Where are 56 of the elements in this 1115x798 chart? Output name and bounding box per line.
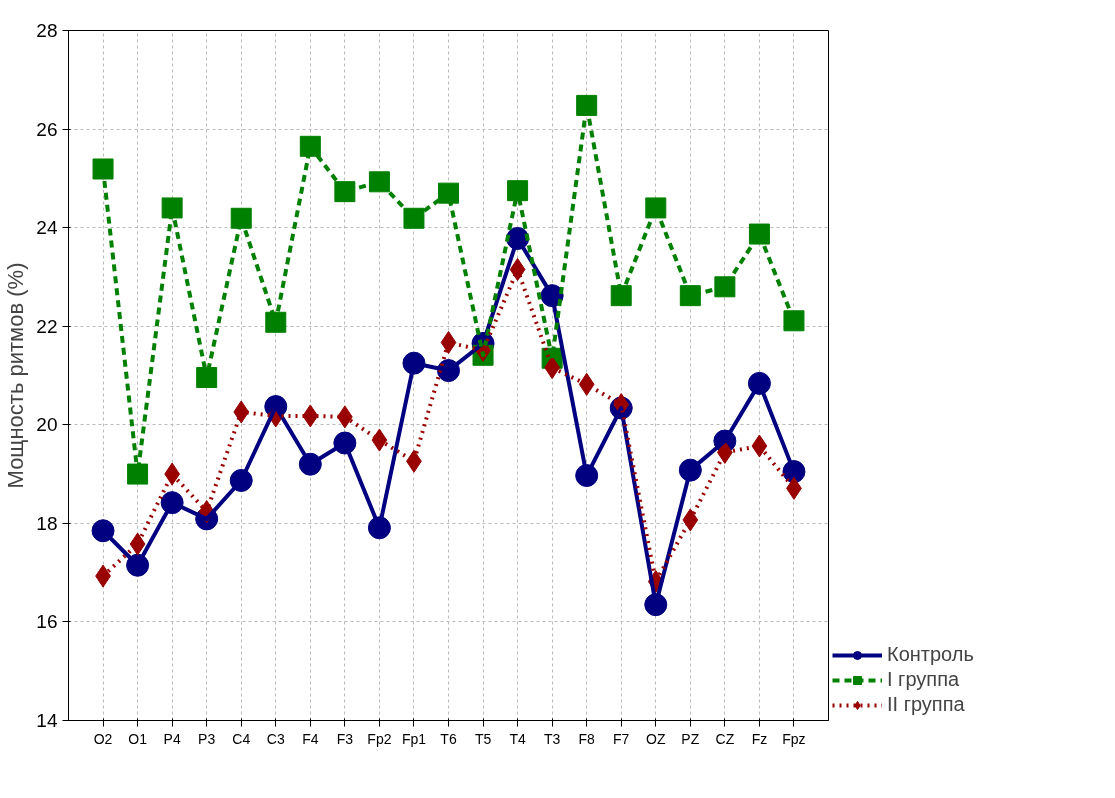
y-tick-label: 18	[36, 512, 58, 534]
point	[129, 532, 146, 556]
x-tick-label: T5	[474, 730, 492, 747]
x-tick-label: Fp1	[401, 730, 427, 747]
legend-label: I группа	[887, 668, 960, 691]
x-tick-label: F3	[336, 730, 354, 747]
point	[440, 330, 457, 354]
x-tick-label: Fz	[751, 730, 768, 747]
point	[302, 404, 319, 428]
point	[233, 400, 250, 424]
point	[161, 197, 183, 219]
y-tick-label: 20	[36, 414, 58, 436]
y-tick-label: 22	[36, 315, 58, 337]
x-tick-label: P3	[198, 730, 216, 747]
point	[751, 434, 768, 458]
point	[334, 181, 356, 203]
x-tick-label: CZ	[715, 730, 735, 747]
point	[748, 223, 770, 245]
point	[576, 94, 598, 116]
point	[196, 366, 218, 388]
x-tick-label: Fpz	[782, 730, 806, 747]
point	[783, 310, 805, 332]
point	[92, 158, 114, 180]
x-tick-label: O2	[93, 730, 113, 747]
y-tick-label: 28	[36, 20, 58, 41]
point	[403, 207, 425, 229]
y-tick-label: 24	[36, 217, 58, 239]
y-tick-label: 26	[36, 118, 58, 140]
point	[714, 276, 736, 298]
point	[438, 182, 459, 204]
x-tick-label: T4	[509, 730, 526, 747]
y-axis-title: Мощность ритмов (%)	[3, 262, 29, 489]
point	[127, 463, 149, 485]
x-tick-label: C4	[232, 730, 251, 747]
y-tick-label: 14	[36, 710, 58, 731]
point	[645, 197, 667, 219]
point	[682, 508, 699, 532]
x-tick-label: C3	[266, 730, 285, 747]
x-tick-label: F4	[302, 730, 319, 747]
x-tick-label: P4	[163, 730, 181, 747]
x-tick-label: T6	[440, 730, 457, 747]
x-tick-label: O1	[128, 730, 148, 747]
x-tick-label: F7	[613, 730, 630, 747]
point	[371, 428, 388, 452]
point	[91, 519, 115, 543]
y-tick-label: 16	[36, 611, 58, 633]
x-tick-label: OZ	[646, 730, 666, 747]
legend-label: II группа	[887, 693, 965, 716]
x-tick-label: PZ	[681, 730, 700, 747]
legend-label: Контроль	[887, 643, 974, 666]
x-tick-label: F8	[578, 730, 596, 747]
x-tick-label: Fp2	[367, 730, 392, 747]
point	[509, 258, 526, 282]
point	[507, 180, 529, 202]
point	[578, 372, 595, 396]
x-tick-label: T3	[543, 730, 561, 747]
